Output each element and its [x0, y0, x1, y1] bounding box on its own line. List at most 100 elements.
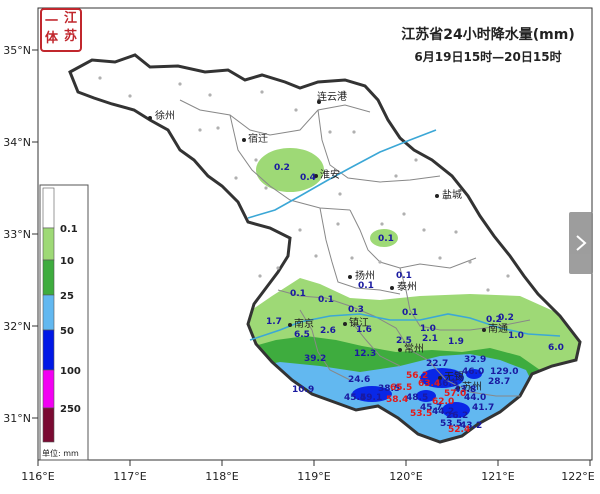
rain-value: 0.1 [396, 271, 412, 281]
city-label-yancheng: 盐城 [442, 188, 462, 201]
chevron-right-icon [576, 235, 587, 251]
rivers [247, 129, 561, 341]
lat-label: 31°N [3, 412, 31, 425]
legend-swatch-5 [42, 369, 55, 409]
station-dots [98, 76, 510, 292]
city-label-yangzhou: 扬州 [355, 269, 375, 282]
rain-value: 26.2 [446, 411, 468, 421]
legend-label: 0.1 [60, 224, 78, 235]
rain-value: 45.7 [420, 403, 442, 413]
logo-char: 苏 [64, 29, 78, 44]
rain-value: 53.5 [410, 409, 432, 419]
rain-value: 62.0 [432, 397, 454, 407]
city-label-lianyungang: 连云港 [317, 90, 347, 103]
legend-label: 10 [60, 256, 74, 267]
lon-label: 116°E [21, 470, 54, 483]
rain-value: 0.2 [274, 163, 290, 173]
legend-swatch-1 [42, 227, 55, 261]
lat-label: 32°N [3, 320, 31, 333]
rain-value: 1.0 [420, 324, 436, 334]
rain-area-huaian [256, 148, 324, 192]
lon-label: 118°E [205, 470, 238, 483]
legend-swatch-4 [42, 329, 55, 371]
map-title: 江苏省24小时降水量(mm) [401, 27, 575, 43]
legend: 0.1 10 25 50 100 250 单位: mm [39, 184, 89, 461]
city-label-changzhou: 常州 [404, 342, 424, 355]
rain-value: 45.5 [344, 393, 366, 403]
lon-label: 120°E [389, 470, 422, 483]
lat-ticks [32, 49, 38, 419]
map-subtitle: 6月19日15时—20日15时 [414, 50, 562, 64]
lat-label: 34°N [3, 136, 31, 149]
rain-value: 44.2 [432, 407, 454, 417]
rain-value: 12.3 [354, 349, 376, 359]
rain-value: 24.6 [348, 375, 370, 385]
rain-value: 48.5 [406, 393, 428, 403]
rain-area-middle [370, 229, 398, 247]
jiangsu-logo: 一 江 体 苏 [40, 8, 82, 52]
city-label-huaian: 淮安 [320, 168, 340, 181]
rain-value: 0.4 [300, 173, 316, 183]
city-label-nantong: 南通 [488, 322, 508, 335]
rain-value: 53.5 [440, 419, 462, 429]
lon-ticks [37, 460, 591, 466]
rain-value: 41.7 [472, 403, 494, 413]
rain-value: 2.1 [422, 334, 438, 344]
lat-label: 33°N [3, 228, 31, 241]
logo-char: 体 [45, 31, 59, 46]
rain-value: 57.0 [444, 389, 466, 399]
rain-value: 1.7 [266, 317, 282, 327]
rain-value: 2.5 [396, 336, 412, 346]
lat-labels: 35°N 34°N 33°N 32°N 31°N [3, 44, 31, 425]
next-image-button[interactable] [569, 212, 593, 274]
city-names: 徐州 连云港 宿迁 淮安 盐城 扬州 泰州 南京 镇江 常州 南通 无锡 苏州 [155, 90, 508, 393]
lon-label: 117°E [113, 470, 146, 483]
rain-value: 0.2 [486, 315, 502, 325]
rain-value: 58.4 [386, 395, 408, 405]
rain-value: 0.1 [378, 234, 394, 244]
legend-swatch-0 [42, 187, 55, 229]
rain-value: 52.4 [448, 425, 470, 435]
legend-label: 25 [60, 291, 74, 302]
rain-value: 0.2 [498, 313, 514, 323]
rain-value: 39.2 [304, 354, 326, 364]
legend-swatch-2 [42, 259, 55, 296]
lon-label: 119°E [297, 470, 330, 483]
rain-value: 129.0 [490, 367, 518, 377]
rain-value: 10.9 [292, 385, 314, 395]
city-label-wuxi: 无锡 [444, 370, 464, 383]
rain-value: 43.2 [460, 421, 482, 431]
rain-value: 46.0 [462, 367, 484, 377]
legend-label: 50 [60, 326, 74, 337]
rain-value: 49.1 [360, 393, 382, 403]
legend-label: 100 [60, 366, 81, 377]
rain-value: 2.6 [320, 326, 336, 336]
lon-labels: 116°E 117°E 118°E 119°E 120°E 121°E 122°… [21, 470, 594, 483]
lon-label: 121°E [481, 470, 514, 483]
lon-label: 122°E [561, 470, 594, 483]
logo-char: 江 [64, 11, 78, 26]
rain-value: 63.4 [418, 379, 440, 389]
lat-label: 35°N [3, 44, 31, 57]
city-label-xuzhou: 徐州 [155, 109, 175, 122]
rain-value: 56.2 [406, 371, 428, 381]
rainfall-shading [240, 148, 580, 442]
rainfall-values-heavy: 56.2 65.5 58.4 63.4 62.0 53.5 57.0 52.4 [386, 371, 470, 435]
rain-value: 32.9 [464, 355, 486, 365]
prefecture-boundaries [179, 99, 531, 397]
rain-value: 0.1 [358, 281, 374, 291]
rain-value: 46.5 [436, 379, 458, 389]
city-label-zhenjiang: 镇江 [349, 316, 369, 329]
city-markers [148, 100, 486, 390]
rain-value: 38.5 [378, 384, 400, 394]
logo-char: 一 [45, 14, 59, 29]
legend-label: 250 [60, 404, 81, 415]
rain-value: 1.0 [508, 331, 524, 341]
rain-value: 1.6 [356, 325, 372, 335]
rain-value: 44.0 [464, 393, 486, 403]
city-label-taizhou: 泰州 [397, 280, 417, 293]
city-label-suqian: 宿迁 [248, 132, 268, 145]
rain-value: 6.5 [294, 330, 310, 340]
huai-river [247, 129, 437, 219]
